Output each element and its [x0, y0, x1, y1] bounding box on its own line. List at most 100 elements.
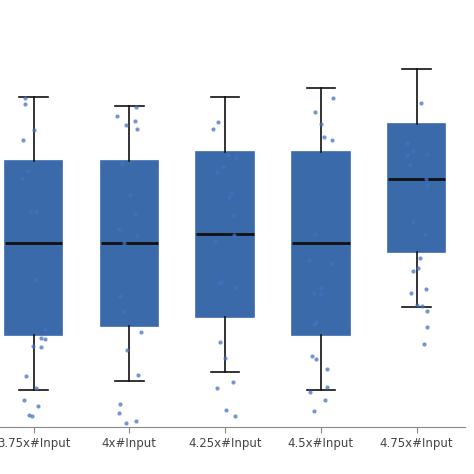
Point — [132, 103, 140, 111]
PathPatch shape — [100, 161, 158, 326]
Point — [18, 174, 26, 182]
Point — [221, 355, 229, 362]
Point — [21, 100, 28, 108]
Point — [131, 117, 139, 125]
Point — [215, 279, 223, 287]
Point — [422, 175, 430, 183]
Point — [37, 343, 45, 350]
Point — [232, 154, 240, 162]
Point — [216, 338, 224, 346]
Point — [420, 340, 428, 347]
Point — [414, 301, 421, 309]
Point — [28, 412, 36, 419]
Point — [414, 264, 422, 272]
Point — [321, 396, 329, 404]
Point — [310, 289, 318, 296]
Point — [409, 219, 417, 226]
Point — [323, 365, 330, 373]
Point — [320, 133, 328, 141]
Point — [133, 125, 141, 133]
Point — [19, 137, 27, 144]
Point — [407, 289, 414, 297]
Point — [118, 159, 126, 167]
Point — [229, 378, 237, 385]
Point — [423, 308, 430, 315]
Point — [310, 320, 318, 328]
Point — [127, 191, 134, 199]
Point — [120, 307, 128, 315]
Point — [306, 388, 313, 396]
Point — [231, 283, 239, 291]
Point — [317, 284, 324, 292]
Point — [41, 335, 49, 342]
Point — [419, 302, 426, 310]
Point — [421, 230, 428, 238]
Point — [416, 254, 424, 262]
Point — [123, 346, 130, 354]
Point — [217, 278, 224, 285]
Point — [131, 210, 138, 218]
Point — [417, 99, 424, 107]
Point — [328, 137, 336, 144]
Point — [22, 95, 29, 102]
Point — [134, 372, 141, 379]
Point — [122, 121, 129, 128]
Point — [422, 285, 430, 293]
Point — [30, 126, 38, 134]
Point — [317, 120, 325, 128]
Point — [329, 94, 337, 101]
Point — [225, 151, 232, 159]
PathPatch shape — [196, 152, 254, 317]
Point — [213, 168, 220, 175]
Point — [409, 267, 417, 275]
Point — [138, 328, 146, 336]
Point — [219, 163, 227, 171]
Point — [403, 151, 411, 158]
Point — [215, 118, 222, 126]
Point — [423, 151, 431, 158]
Point — [312, 319, 319, 326]
Point — [230, 231, 238, 238]
Point — [311, 230, 319, 237]
Point — [213, 384, 221, 392]
Point — [222, 406, 230, 414]
Point — [25, 167, 32, 175]
Point — [225, 194, 232, 201]
Point — [116, 401, 124, 408]
Point — [37, 334, 45, 342]
PathPatch shape — [5, 161, 63, 335]
Point — [33, 276, 40, 283]
Point — [229, 211, 237, 219]
Point — [117, 292, 124, 300]
Point — [120, 239, 128, 247]
Point — [22, 373, 30, 380]
Point — [228, 190, 235, 197]
Point — [312, 356, 320, 363]
Point — [27, 208, 34, 215]
Point — [25, 411, 33, 419]
Point — [20, 396, 27, 403]
Point — [327, 259, 335, 267]
Point — [35, 402, 42, 410]
Point — [317, 291, 325, 298]
Point — [423, 323, 430, 330]
Point — [231, 412, 239, 419]
Point — [310, 407, 318, 415]
Point — [324, 383, 331, 391]
Point — [41, 326, 48, 333]
Point — [406, 162, 414, 169]
Point — [32, 207, 40, 215]
PathPatch shape — [388, 124, 446, 253]
Point — [423, 182, 430, 189]
Point — [33, 384, 40, 392]
Point — [306, 256, 313, 264]
Point — [210, 125, 217, 132]
Point — [115, 225, 123, 232]
Point — [403, 139, 410, 147]
Point — [115, 410, 123, 417]
PathPatch shape — [292, 152, 350, 335]
Point — [132, 417, 140, 424]
Point — [409, 148, 417, 155]
Point — [308, 353, 316, 360]
Point — [122, 419, 129, 427]
